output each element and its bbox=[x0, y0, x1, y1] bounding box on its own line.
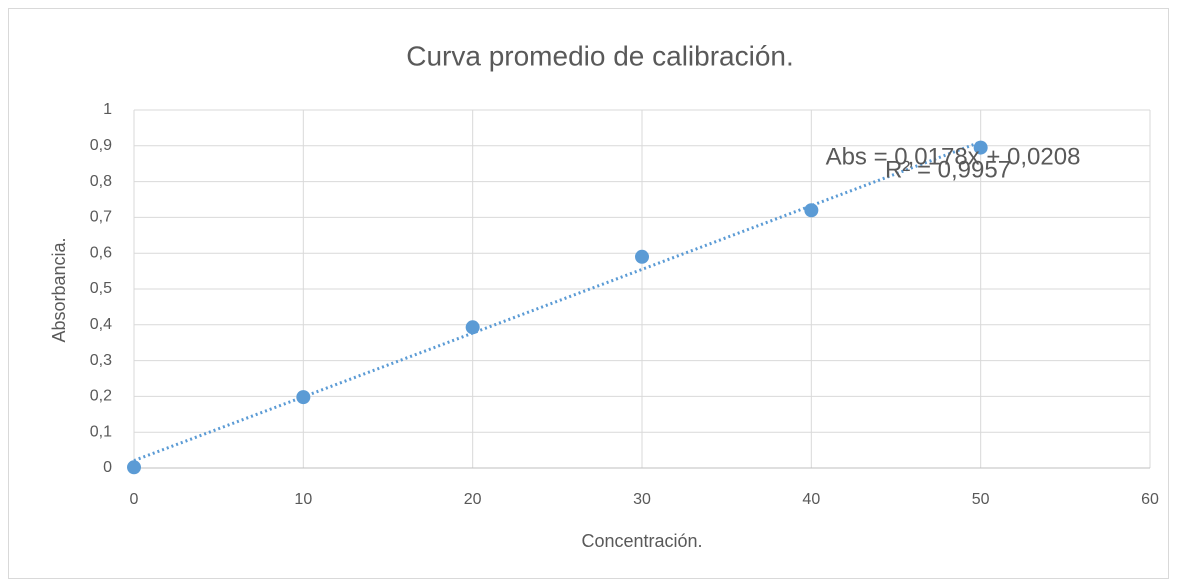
y-tick-label: 1 bbox=[103, 101, 112, 118]
x-tick-label: 20 bbox=[464, 491, 482, 508]
y-tick-label: 0,9 bbox=[90, 137, 112, 154]
x-tick-label: 50 bbox=[972, 491, 990, 508]
point bbox=[635, 249, 649, 264]
trendline bbox=[133, 140, 982, 462]
chart-title: Curva promedio de calibración. bbox=[406, 40, 794, 71]
point bbox=[127, 460, 141, 475]
x-axis-label: Concentración. bbox=[581, 531, 702, 551]
x-tick-label: 30 bbox=[633, 491, 651, 508]
point bbox=[296, 390, 311, 405]
y-axis-label: Absorbancia. bbox=[49, 237, 69, 342]
x-tick-label: 10 bbox=[294, 491, 312, 508]
x-tick-label: 0 bbox=[130, 491, 139, 508]
y-tick-label: 0,8 bbox=[90, 173, 112, 190]
x-tick-label: 40 bbox=[802, 491, 820, 508]
y-tick-label: 0,2 bbox=[90, 388, 112, 405]
y-tick-label: 0,7 bbox=[90, 209, 112, 226]
trendline-equation: Abs = 0,0178x + 0,0208 bbox=[826, 143, 1081, 170]
point bbox=[804, 203, 819, 218]
y-tick-label: 0,6 bbox=[90, 244, 112, 261]
y-tick-label: 0,1 bbox=[90, 423, 112, 440]
y-tick-label: 0,5 bbox=[90, 280, 112, 297]
point bbox=[973, 140, 988, 155]
chart-border bbox=[8, 8, 1169, 579]
trendline-r2: R² = 0,9957 bbox=[885, 156, 1011, 183]
point bbox=[465, 320, 480, 335]
y-tick-label: 0,4 bbox=[90, 316, 112, 333]
x-tick-label: 60 bbox=[1141, 491, 1159, 508]
y-tick-label: 0,3 bbox=[90, 352, 112, 369]
y-tick-label: 0 bbox=[103, 459, 112, 476]
